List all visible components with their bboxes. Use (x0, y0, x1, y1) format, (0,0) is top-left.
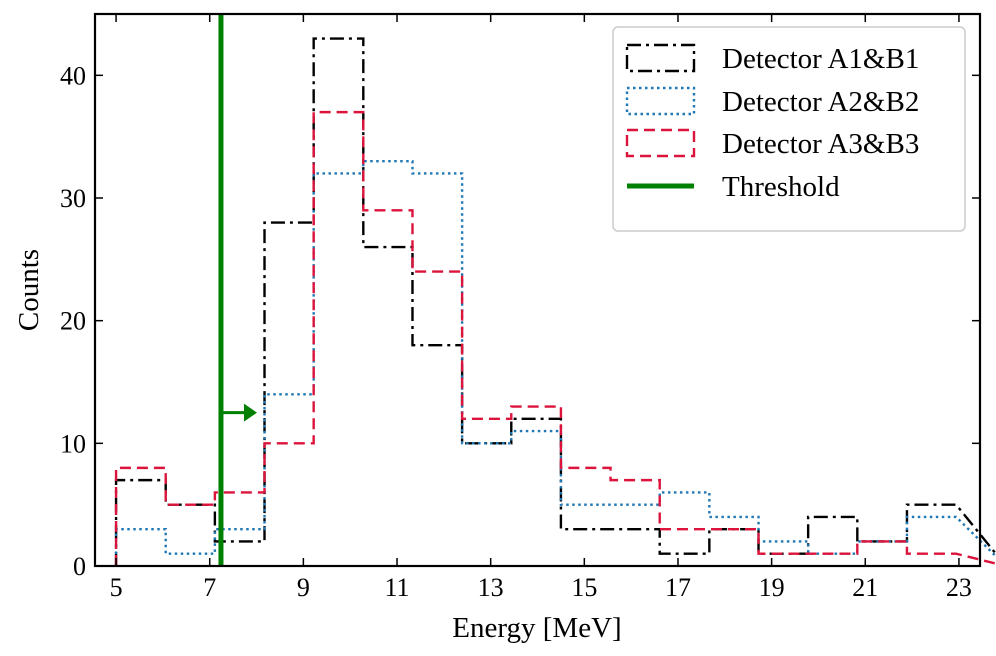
legend-item-detector-a2-b2: Detector A2&B2 (625, 86, 919, 118)
tick-layer: 5 7 9 11 13 15 17 19 21 23 0 10 20 30 40 (60, 14, 980, 602)
legend-item-detector-a1-b1: Detector A1&B1 (625, 43, 919, 75)
y-tick-label: 0 (73, 552, 86, 581)
legend-label: Threshold (722, 171, 840, 203)
series-detector-a1-b1 (114, 37, 996, 566)
legend-label: Detector A3&B3 (722, 128, 919, 160)
series-layer (114, 37, 996, 566)
x-tick-label: 15 (571, 573, 597, 602)
legend: Detector A1&B1 Detector A2&B2 Detector A3&… (612, 26, 966, 232)
x-axis-label: Energy [MeV] (452, 612, 621, 644)
x-tick-label: 23 (946, 573, 972, 602)
legend-label: Detector A1&B1 (722, 43, 919, 75)
series-detector-a3-b3 (114, 110, 996, 566)
legend-box (612, 26, 966, 232)
y-tick-label: 40 (60, 61, 86, 90)
x-tick-label: 7 (203, 573, 216, 602)
threshold-arrow-head (243, 403, 257, 422)
x-tick-label: 13 (478, 573, 504, 602)
legend-label: Detector A2&B2 (722, 86, 919, 118)
y-tick-label: 30 (60, 184, 86, 213)
x-tick-label: 21 (852, 573, 878, 602)
x-tick-label: 19 (759, 573, 785, 602)
legend-swatch (625, 128, 696, 158)
legend-swatch (625, 43, 696, 73)
x-tick-label: 11 (385, 573, 410, 602)
y-tick-label: 10 (60, 429, 86, 458)
x-tick-label: 5 (110, 573, 123, 602)
threshold-layer (218, 14, 257, 566)
x-tick-label: 9 (297, 573, 310, 602)
legend-item-detector-a3-b3: Detector A3&B3 (625, 128, 919, 160)
y-tick-label: 20 (60, 307, 86, 336)
legend-swatch (625, 86, 696, 116)
y-axis-label: Counts (13, 249, 45, 331)
legend-item-threshold: Threshold (627, 171, 840, 203)
x-tick-label: 17 (665, 573, 691, 602)
plot-frame (93, 12, 982, 568)
